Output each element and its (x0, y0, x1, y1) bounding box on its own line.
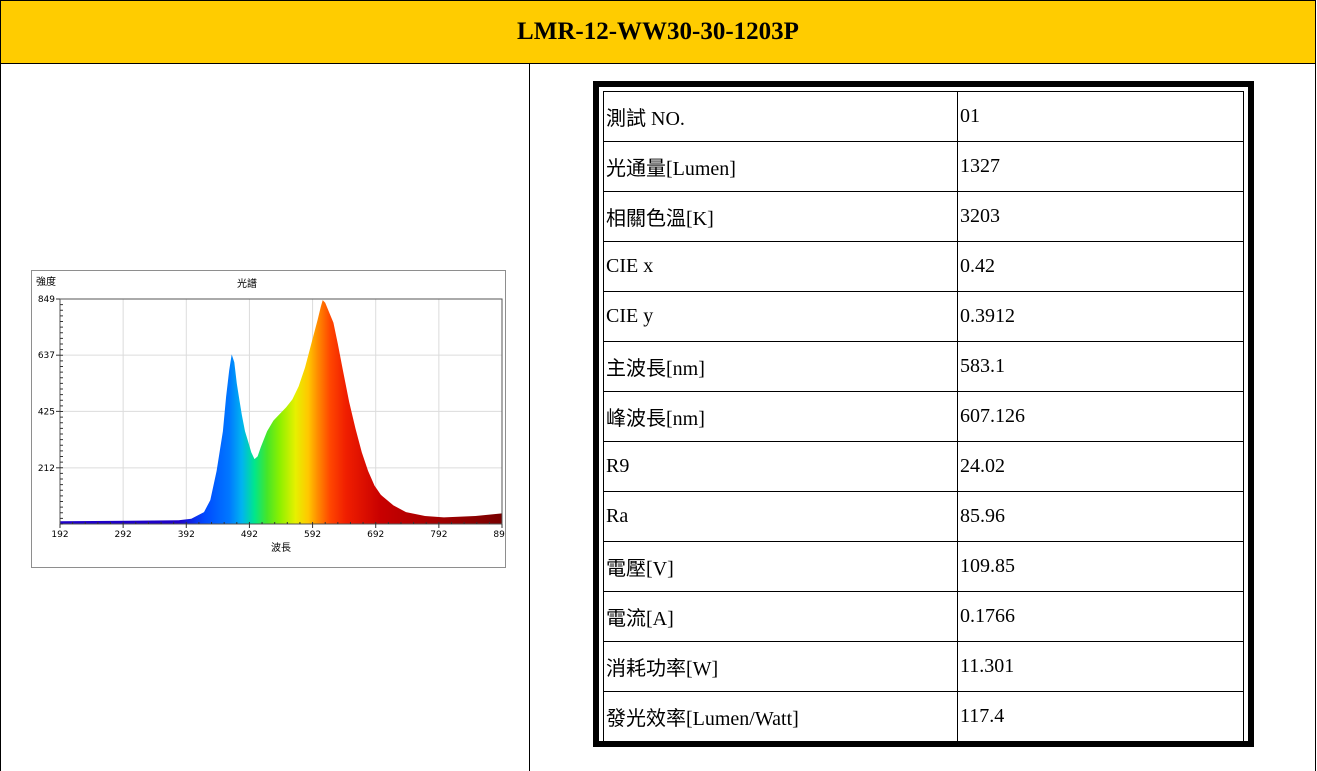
row-value: 3203 (957, 191, 1244, 242)
title-bar: LMR-12-WW30-30-1203P (1, 0, 1315, 64)
table-row: 測試 NO. 01 (603, 91, 1244, 142)
table-row: 發光效率[Lumen/Watt] 117.4 (603, 691, 1244, 742)
spectrum-chart: 192292392492592692792892212425637849 強度 … (31, 270, 506, 568)
table-row: CIE x 0.42 (603, 241, 1244, 292)
x-tick-label: 692 (367, 530, 384, 540)
table-row: 峰波長[nm] 607.126 (603, 391, 1244, 442)
x-tick-label: 792 (430, 530, 447, 540)
x-tick-label: 192 (51, 530, 68, 540)
spec-table-border: 測試 NO. 01 光通量[Lumen] 1327 相關色溫[K] 3203 CIE x 0.… (593, 81, 1254, 747)
x-tick-label: 492 (241, 530, 258, 540)
row-label: 電壓[V] (603, 541, 958, 592)
column-divider (529, 64, 530, 771)
table-row: 消耗功率[W] 11.301 (603, 641, 1244, 692)
row-label: CIE x (603, 241, 958, 292)
row-value: 0.1766 (957, 591, 1244, 642)
row-value: 01 (957, 91, 1244, 142)
row-label: 相關色溫[K] (603, 191, 958, 242)
y-tick-label: 212 (38, 464, 55, 474)
row-label: 主波長[nm] (603, 341, 958, 392)
table-row: R9 24.02 (603, 441, 1244, 492)
chart-title: 光譜 (237, 277, 257, 290)
row-label: 峰波長[nm] (603, 391, 958, 442)
row-value: 0.3912 (957, 291, 1244, 342)
y-tick-label: 425 (38, 407, 55, 417)
row-label: 發光效率[Lumen/Watt] (603, 691, 958, 742)
row-label: R9 (603, 441, 958, 492)
table-row: 電壓[V] 109.85 (603, 541, 1244, 592)
row-value: 1327 (957, 141, 1244, 192)
y-axis-label: 強度 (36, 275, 56, 288)
row-value: 11.301 (957, 641, 1244, 692)
spectrum-area (60, 300, 502, 524)
row-value: 0.42 (957, 241, 1244, 292)
row-label: Ra (603, 491, 958, 542)
spec-table: 測試 NO. 01 光通量[Lumen] 1327 相關色溫[K] 3203 CIE x 0.… (603, 91, 1244, 742)
x-tick-label: 592 (304, 530, 321, 540)
row-value: 85.96 (957, 491, 1244, 542)
table-row: 光通量[Lumen] 1327 (603, 141, 1244, 192)
product-title: LMR-12-WW30-30-1203P (517, 18, 799, 45)
x-axis-label: 波長 (271, 541, 291, 554)
x-tick-label: 292 (115, 530, 132, 540)
table-row: 主波長[nm] 583.1 (603, 341, 1244, 392)
table-row: 電流[A] 0.1766 (603, 591, 1244, 642)
x-tick-label: 892 (493, 530, 505, 540)
row-label: CIE y (603, 291, 958, 342)
table-row: 相關色溫[K] 3203 (603, 191, 1244, 242)
row-value: 117.4 (957, 691, 1244, 742)
ticks: 192 292 392 492 592 692 792 892 212 425 637 849 (38, 295, 505, 540)
y-tick-label: 637 (38, 351, 55, 361)
row-value: 607.126 (957, 391, 1244, 442)
row-label: 電流[A] (603, 591, 958, 642)
row-value: 583.1 (957, 341, 1244, 392)
x-tick-label: 392 (178, 530, 195, 540)
row-label: 光通量[Lumen] (603, 141, 958, 192)
row-value: 24.02 (957, 441, 1244, 492)
spectrum-chart-svg: 192292392492592692792892212425637849 強度 … (36, 275, 505, 554)
table-row: CIE y 0.3912 (603, 291, 1244, 342)
row-label: 測試 NO. (603, 91, 958, 142)
row-label: 消耗功率[W] (603, 641, 958, 692)
y-tick-label: 849 (38, 295, 55, 305)
row-value: 109.85 (957, 541, 1244, 592)
table-row: Ra 85.96 (603, 491, 1244, 542)
